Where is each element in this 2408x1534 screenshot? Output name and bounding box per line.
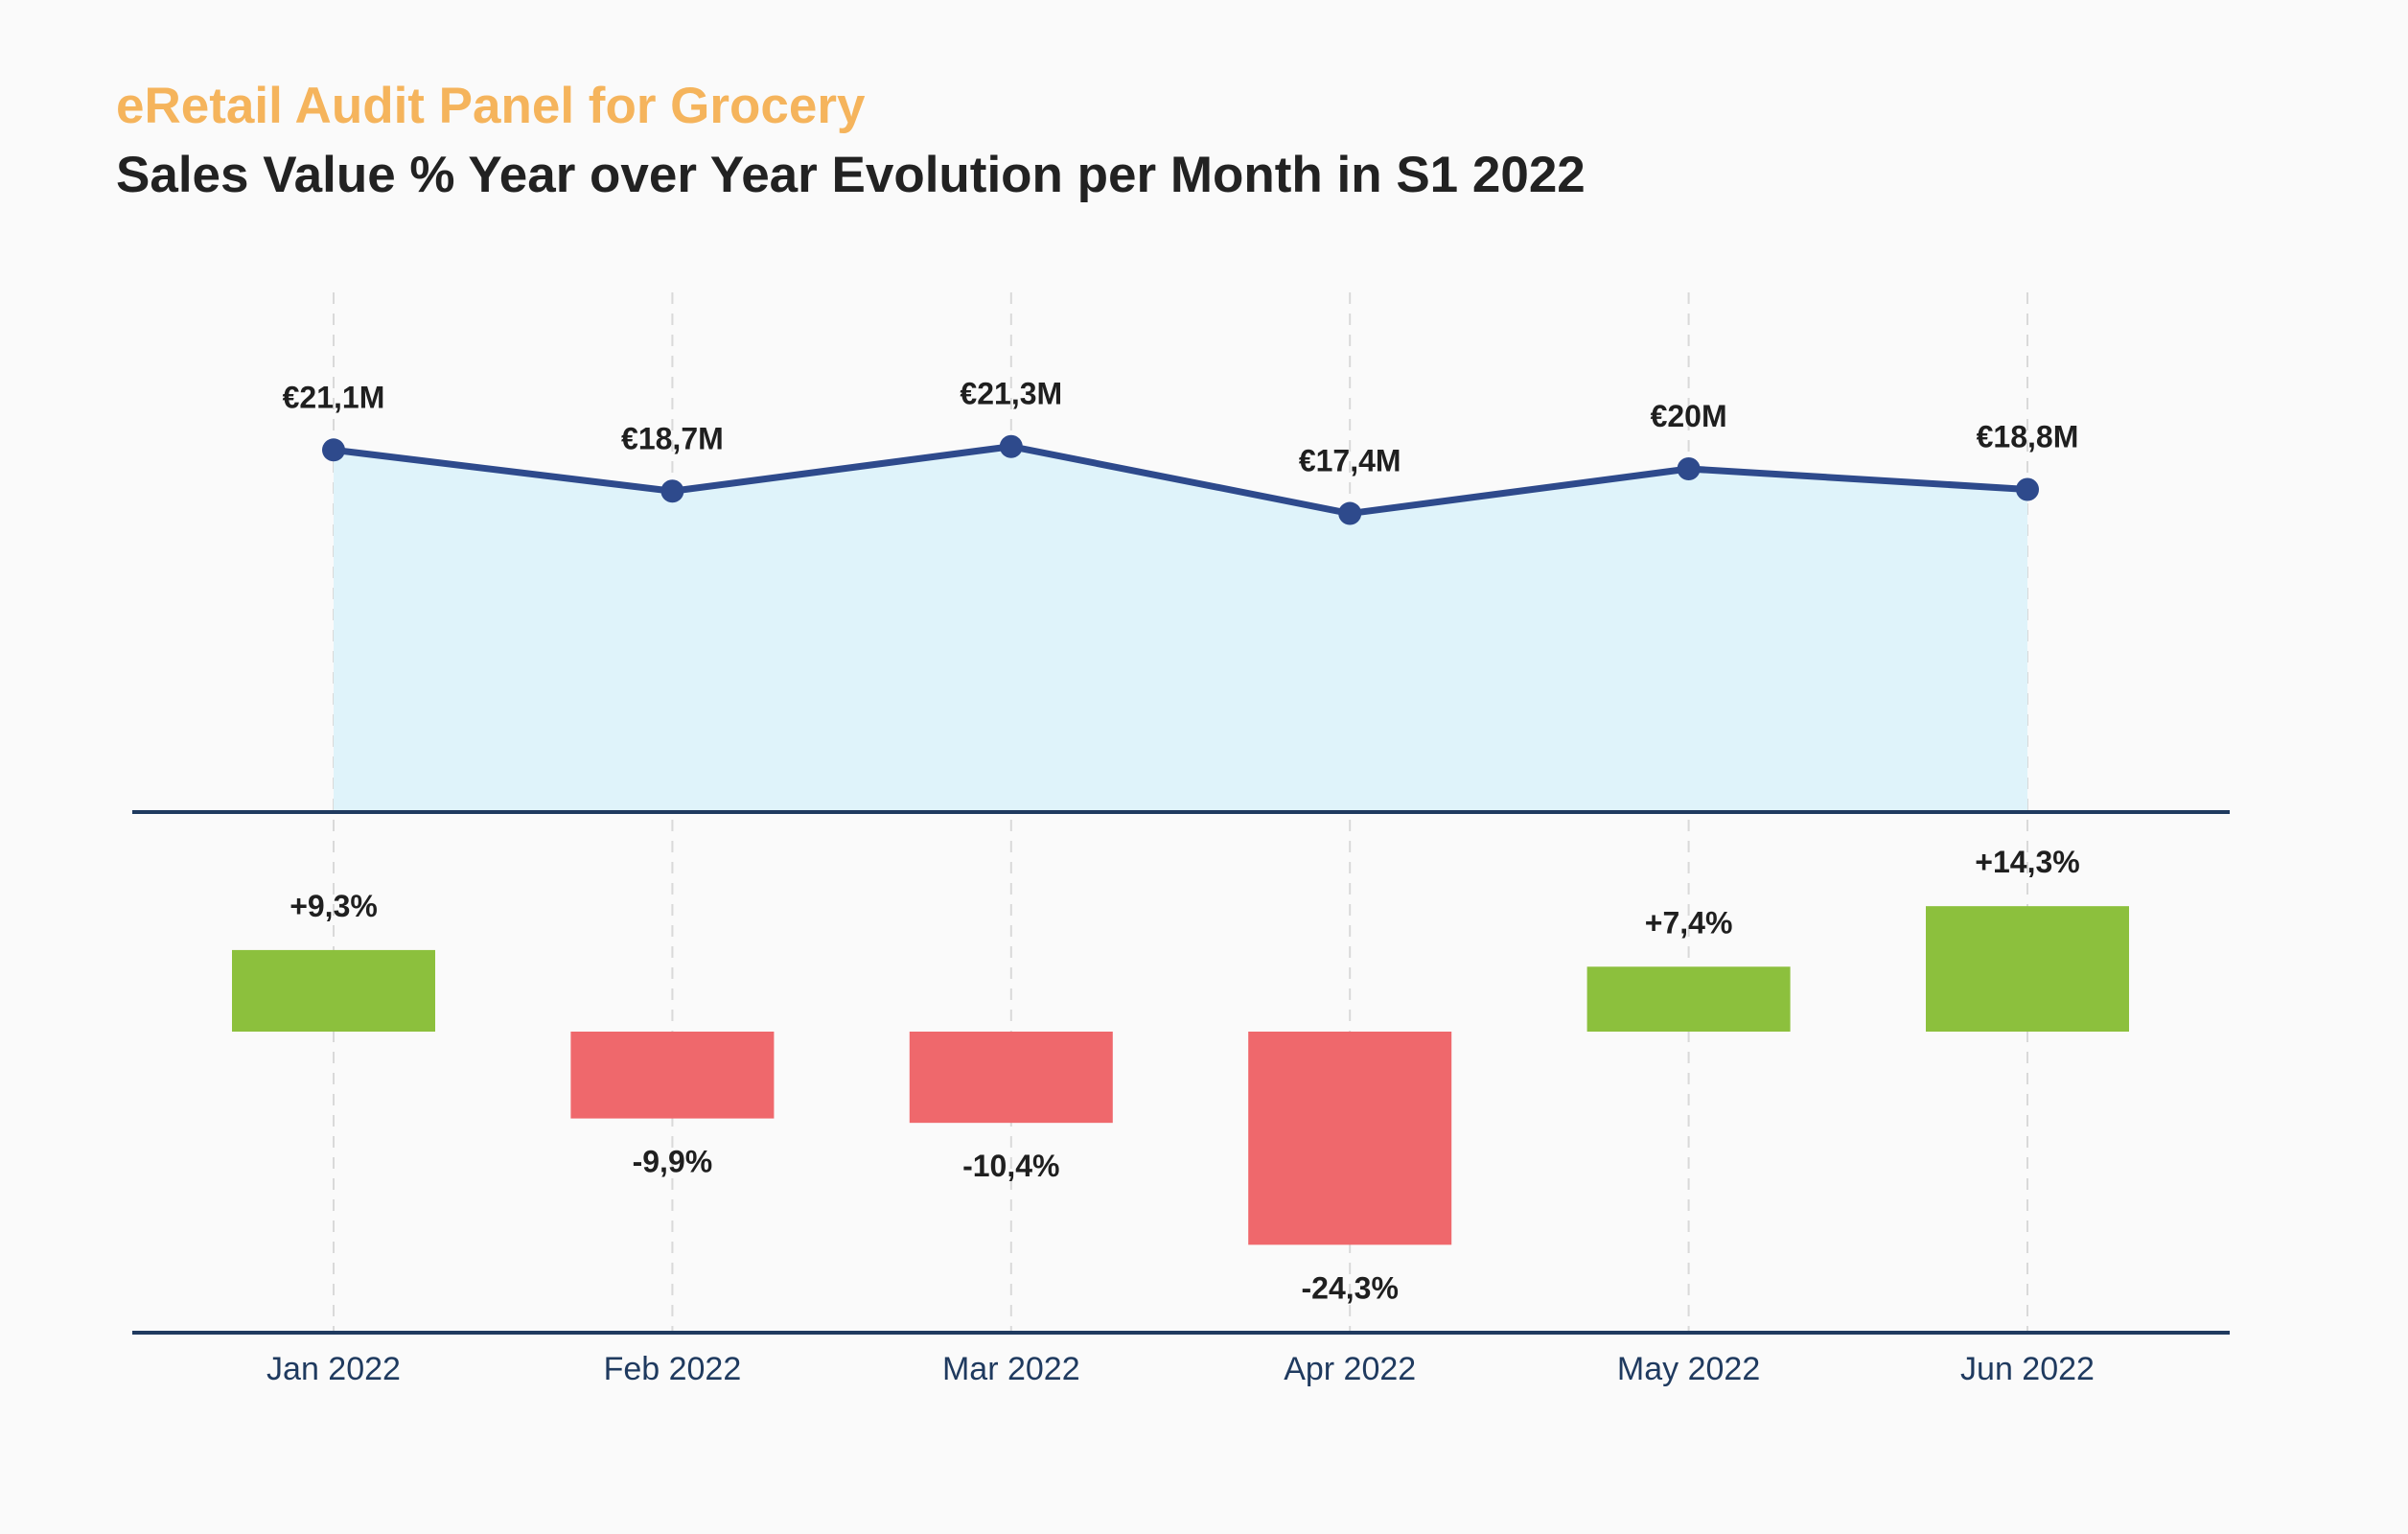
area-line [330,443,2031,518]
area-fill [334,446,2027,812]
bar-3 [1248,1032,1452,1245]
x-tick-1: Feb 2022 [604,1351,742,1387]
sales-label-4: €20M [1651,399,1727,433]
sales-label-5: €18,8M [1977,419,2079,453]
point-1 [660,479,684,503]
bar-0 [232,949,435,1032]
x-tick-4: May 2022 [1617,1351,1760,1387]
axes [132,810,2230,1335]
yoy-label-1: -9,9% [633,1145,713,1179]
x-tick-2: Mar 2022 [942,1351,1080,1387]
point-0 [322,438,345,462]
yoy-label-5: +14,3% [1975,845,2079,879]
sales-label-1: €18,7M [621,421,724,455]
chart-title: Sales Value % Year over Year Evolution p… [116,147,1586,203]
sales-label-2: €21,3M [960,377,1062,411]
x-axis-ticks: Jan 2022 Feb 2022 Mar 2022 Apr 2022 May 2022… [266,1351,2095,1387]
yoy-label-0: +9,3% [289,889,378,923]
sales-area-series [322,434,2039,812]
sales-label-0: €21,1M [283,380,385,414]
yoy-label-3: -24,3% [1302,1270,1399,1305]
point-2 [999,434,1023,458]
point-5 [2016,477,2039,501]
x-tick-5: Jun 2022 [1960,1351,2095,1387]
bar-1 [570,1032,775,1119]
value-labels: €21,1M €18,7M €21,3M €17,4M €20M €18,8M +9,3% -… [283,377,2080,1306]
yoy-label-2: -10,4% [962,1149,1059,1183]
point-4 [1677,457,1701,480]
point-3 [1338,501,1362,525]
bar-2 [909,1032,1113,1124]
sales-label-3: €17,4M [1299,444,1401,478]
bar-4 [1586,966,1791,1032]
bar-5 [1926,906,2129,1032]
x-tick-3: Apr 2022 [1284,1351,1416,1387]
chart-subtitle: eRetail Audit Panel for Grocery [116,78,866,134]
yoy-label-4: +7,4% [1645,905,1733,940]
yoy-bar-series [232,906,2129,1245]
x-tick-0: Jan 2022 [266,1351,401,1387]
